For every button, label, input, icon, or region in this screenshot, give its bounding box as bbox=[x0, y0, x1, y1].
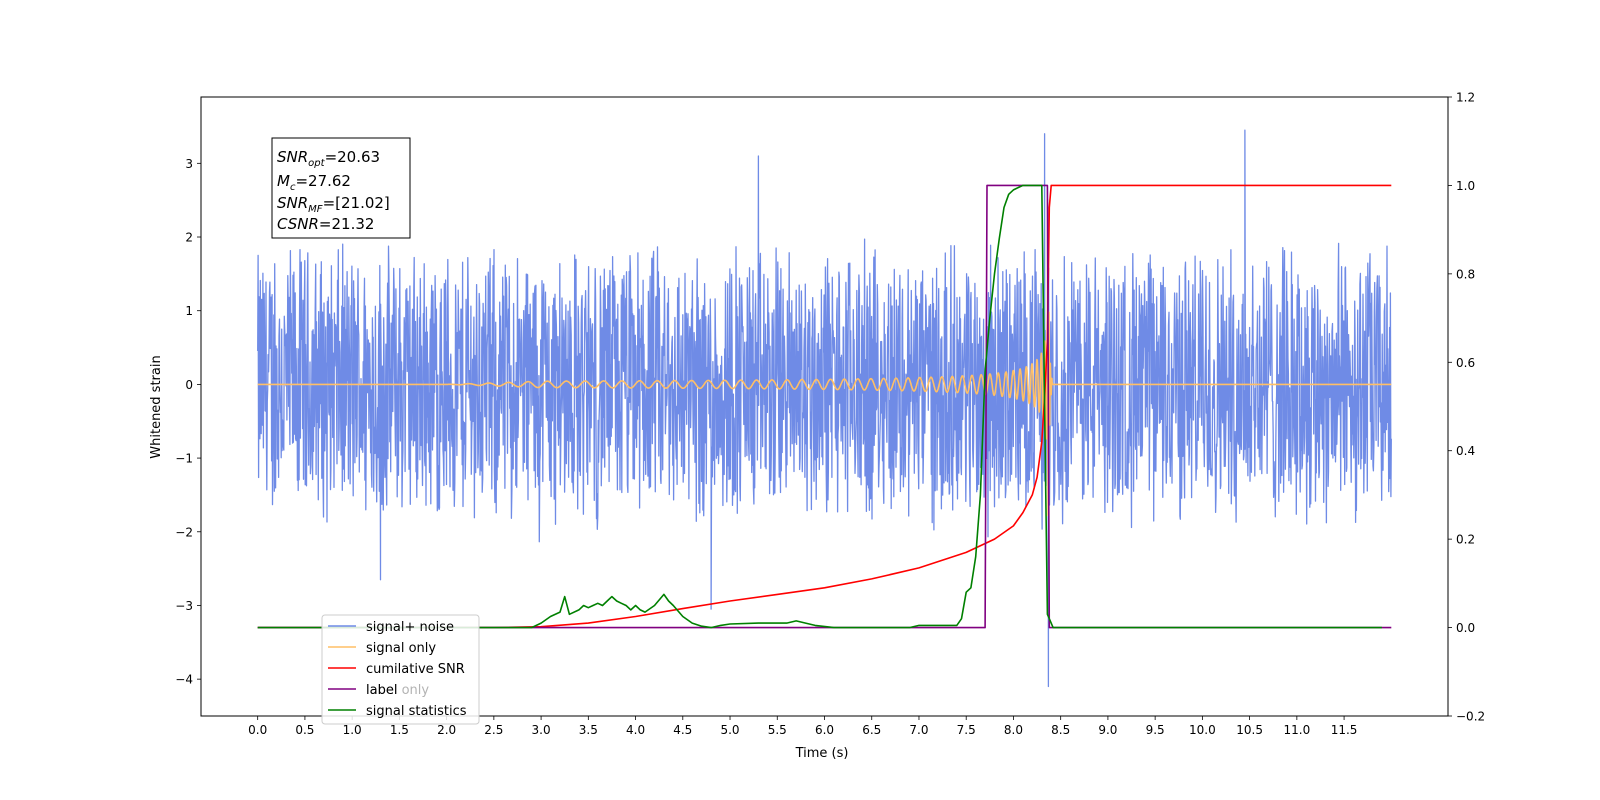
legend-box bbox=[321, 614, 480, 725]
right-y-tick-label: 0.4 bbox=[1456, 444, 1475, 458]
y-tick-label: 0 bbox=[185, 378, 193, 392]
right-y-tick-label: 1.0 bbox=[1456, 179, 1475, 193]
x-tick-label: 6.0 bbox=[815, 723, 834, 737]
right-y-tick-label: 1.2 bbox=[1456, 91, 1475, 105]
x-tick-label: 9.5 bbox=[1146, 723, 1165, 737]
x-tick-label: 4.0 bbox=[626, 723, 645, 737]
series-line-cumilative-snr bbox=[257, 184, 1392, 629]
legend-label-label: label bbox=[366, 683, 397, 698]
y-tick-label: 1 bbox=[185, 304, 193, 318]
x-tick-label: 8.5 bbox=[1051, 723, 1070, 737]
annotation-line-1: SNRopt=20.63 bbox=[277, 148, 380, 169]
right-y-tick-label: 0.0 bbox=[1456, 621, 1475, 635]
y-tick-label: −2 bbox=[175, 525, 193, 539]
y-tick-label: 3 bbox=[185, 157, 193, 171]
legend-label-signal-statistics: signal statistics bbox=[366, 704, 467, 719]
right-y-tick-label: −0.2 bbox=[1456, 710, 1485, 724]
right-y-tick-label: 0.8 bbox=[1456, 267, 1475, 281]
annotation-line-3: SNRMF=[21.02] bbox=[277, 194, 390, 215]
y-tick-label: −1 bbox=[175, 452, 193, 466]
x-tick-label: 1.5 bbox=[390, 723, 409, 737]
x-tick-label: 5.0 bbox=[720, 723, 739, 737]
x-tick-label: 6.5 bbox=[862, 723, 881, 737]
x-tick-label: 2.0 bbox=[437, 723, 456, 737]
x-tick-label: 8.0 bbox=[1004, 723, 1023, 737]
x-tick-label: 1.0 bbox=[343, 723, 362, 737]
x-tick-label: 11.5 bbox=[1331, 723, 1358, 737]
x-tick-label: 0.5 bbox=[295, 723, 314, 737]
legend-label-label-only: label only bbox=[366, 683, 429, 698]
x-tick-label: 11.0 bbox=[1283, 723, 1310, 737]
legend: signal+ noise signal only cumilative SNR… bbox=[321, 614, 480, 725]
legend-label-signal-noise: signal+ noise bbox=[366, 620, 454, 635]
x-tick-label: 7.5 bbox=[957, 723, 976, 737]
x-tick-label: 3.5 bbox=[579, 723, 598, 737]
series-line-signal-statistics bbox=[257, 184, 1382, 629]
y-tick-label: 2 bbox=[185, 231, 193, 245]
axis-ticks: 0.0 0.5 1.0 1.5 2.0 2.5 3.0 3.5 4.0 4.5 5.0 5.5 6.0 6… bbox=[175, 91, 1485, 738]
series-line-signal-noise bbox=[257, 129, 1392, 688]
x-tick-label: 10.0 bbox=[1189, 723, 1216, 737]
y-tick-label: −3 bbox=[175, 599, 193, 613]
x-tick-label: 7.0 bbox=[909, 723, 928, 737]
x-tick-label: 3.0 bbox=[532, 723, 551, 737]
series-line-signal-only bbox=[257, 199, 1392, 517]
plot-area bbox=[257, 129, 1392, 688]
right-y-tick-label: 0.6 bbox=[1456, 356, 1475, 370]
stats-annotation: SNRopt=20.63 Mc=27.62 SNRMF=[21.02] CSNR… bbox=[271, 137, 411, 239]
legend-label-signal-only: signal only bbox=[366, 641, 436, 656]
x-tick-label: 10.5 bbox=[1236, 723, 1263, 737]
annotation-line-2: Mc=27.62 bbox=[277, 172, 351, 193]
x-axis-label: Time (s) bbox=[795, 746, 849, 761]
x-tick-label: 9.0 bbox=[1098, 723, 1117, 737]
x-tick-label: 5.5 bbox=[768, 723, 787, 737]
y-axis-label: Whitened strain bbox=[149, 355, 164, 458]
x-tick-label: 4.5 bbox=[673, 723, 692, 737]
y-tick-label: −4 bbox=[175, 673, 193, 687]
x-tick-label: 2.5 bbox=[484, 723, 503, 737]
right-y-tick-label: 0.2 bbox=[1456, 533, 1475, 547]
annotation-line-4: CSNR=21.32 bbox=[277, 215, 374, 233]
legend-label-cumulative-snr: cumilative SNR bbox=[366, 662, 465, 677]
x-tick-label: 0.0 bbox=[248, 723, 267, 737]
